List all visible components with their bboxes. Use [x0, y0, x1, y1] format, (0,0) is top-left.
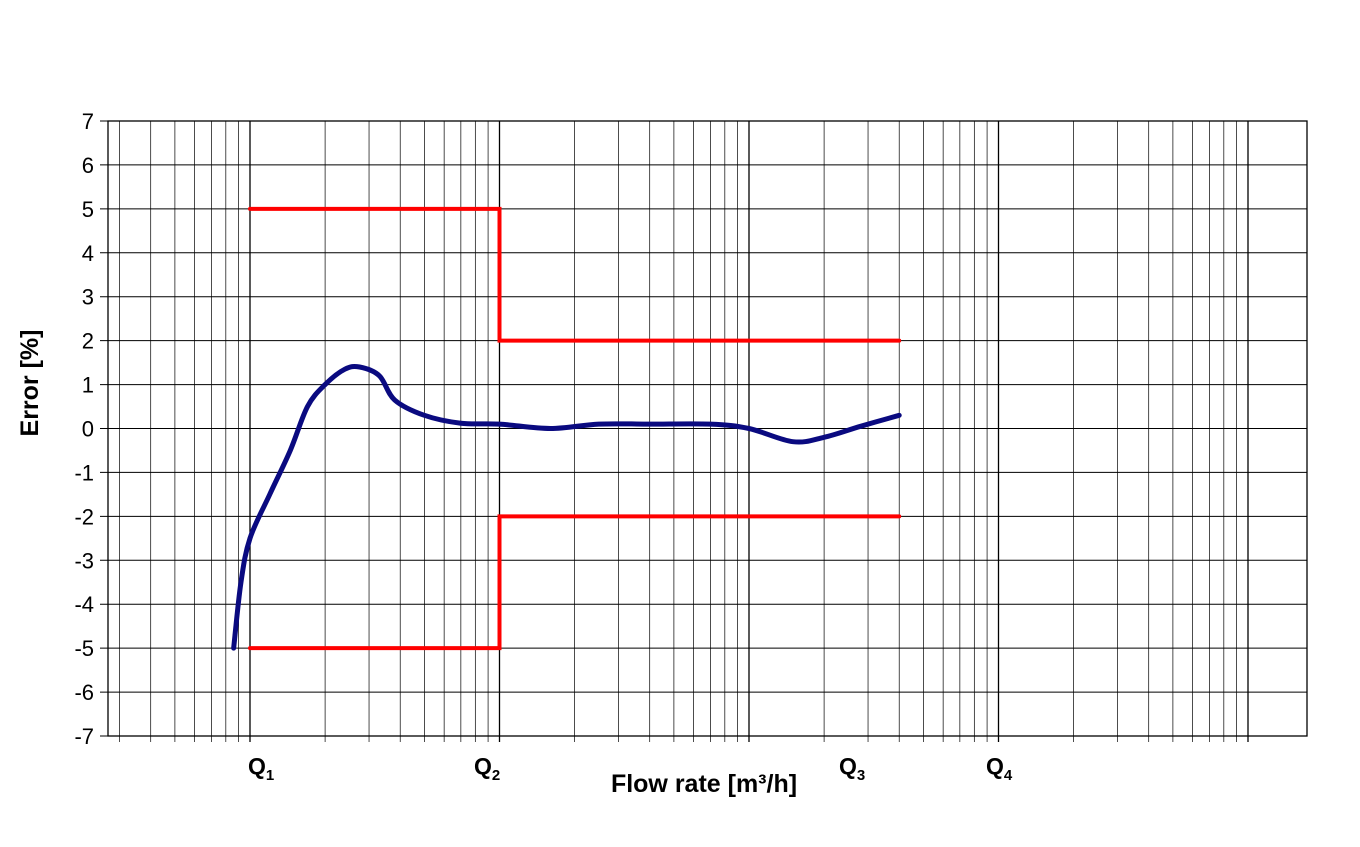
x-axis-title: Flow rate [m³/h]: [611, 770, 797, 798]
q-marker-label: Q1: [248, 753, 274, 784]
y-tick-label: -6: [74, 680, 94, 705]
y-tick-label: -3: [74, 548, 94, 573]
y-tick-label: -1: [74, 460, 94, 485]
grid-minor-lines: [119, 121, 1237, 742]
y-tick-label: 2: [82, 329, 94, 354]
axis-frame: [107, 120, 1308, 737]
y-tick-label: 7: [82, 109, 94, 134]
y-tick-label: 6: [82, 153, 94, 178]
plot-area-border: [107, 120, 1308, 737]
q-marker-label: Q2: [474, 753, 500, 784]
y-tick-label: 3: [82, 285, 94, 310]
series-layer: [231, 206, 902, 651]
q-marker-label: Q4: [986, 753, 1013, 784]
y-tick-labels: 7 6 5 4 3 2 1 0 -1 -2 -3 -4 -5 -6 -7: [74, 109, 94, 749]
y-axis-title: Error [%]: [16, 330, 44, 437]
q-marker-labels: Q1 Q2 Q3 Q4: [248, 753, 1013, 784]
y-tick-label: -5: [74, 636, 94, 661]
y-tick-label: 1: [82, 373, 94, 398]
y-tick-label: -4: [74, 592, 94, 617]
y-tick-label: -2: [74, 504, 94, 529]
lower-limit-line: [248, 514, 902, 651]
y-tick-label: -7: [74, 724, 94, 749]
q-marker-label: Q3: [839, 753, 865, 784]
y-tick-label: 4: [82, 241, 94, 266]
upper-limit-line: [248, 206, 902, 343]
error-curve-line: [231, 363, 902, 651]
y-tick-label: 0: [82, 417, 94, 442]
y-tick-label: 5: [82, 197, 94, 222]
